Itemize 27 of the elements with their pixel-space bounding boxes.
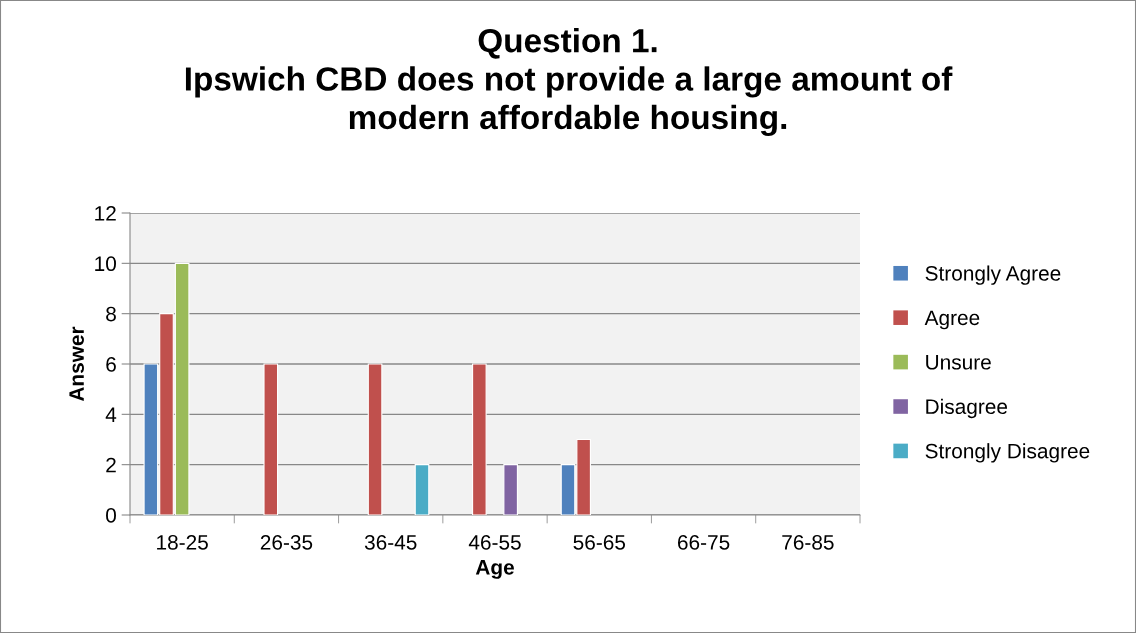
bar xyxy=(367,363,383,515)
bar xyxy=(503,464,518,515)
y-tick-label: 0 xyxy=(106,508,116,523)
x-axis-title: Age xyxy=(475,560,514,579)
y-tick-label: 8 xyxy=(106,306,116,322)
x-tick-label: 18-25 xyxy=(157,534,208,550)
legend-label: Unsure xyxy=(926,355,991,370)
x-tick-label: 56-65 xyxy=(573,534,626,550)
x-tick-label: 36-45 xyxy=(364,534,417,550)
bar xyxy=(263,363,279,515)
x-tick-label: 26-35 xyxy=(260,534,313,550)
y-tick-label: 4 xyxy=(105,407,117,422)
bar xyxy=(472,363,487,515)
legend-label: Disagree xyxy=(926,398,1008,419)
y-axis-title: Answer xyxy=(69,326,84,402)
bar xyxy=(414,464,430,515)
y-tick-label: 2 xyxy=(106,457,116,473)
y-tick-label: 10 xyxy=(95,256,116,272)
x-tick-label: 66-75 xyxy=(677,534,730,550)
legend-label: Agree xyxy=(924,310,980,330)
chart-title: Question 1. Ipswich CBD does not provide a large amount of modern affordable housing. xyxy=(185,28,953,136)
x-tick-label: 76-85 xyxy=(782,534,834,550)
y-tick-label: 12 xyxy=(95,206,116,221)
x-tick-label: 46-55 xyxy=(468,534,521,550)
legend-label: Strongly Disagree xyxy=(925,443,1090,463)
legend-label: Strongly Agree xyxy=(925,265,1061,285)
y-tick-label: 6 xyxy=(106,357,116,372)
